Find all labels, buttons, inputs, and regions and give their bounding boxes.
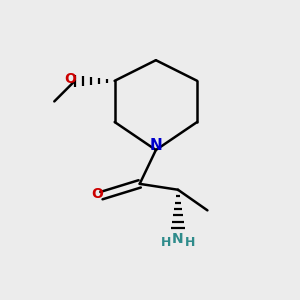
Text: H: H [185, 236, 196, 249]
Text: O: O [64, 72, 76, 86]
Text: O: O [91, 187, 103, 201]
Text: N: N [172, 232, 184, 246]
Text: N: N [149, 138, 162, 153]
Text: H: H [160, 236, 171, 249]
